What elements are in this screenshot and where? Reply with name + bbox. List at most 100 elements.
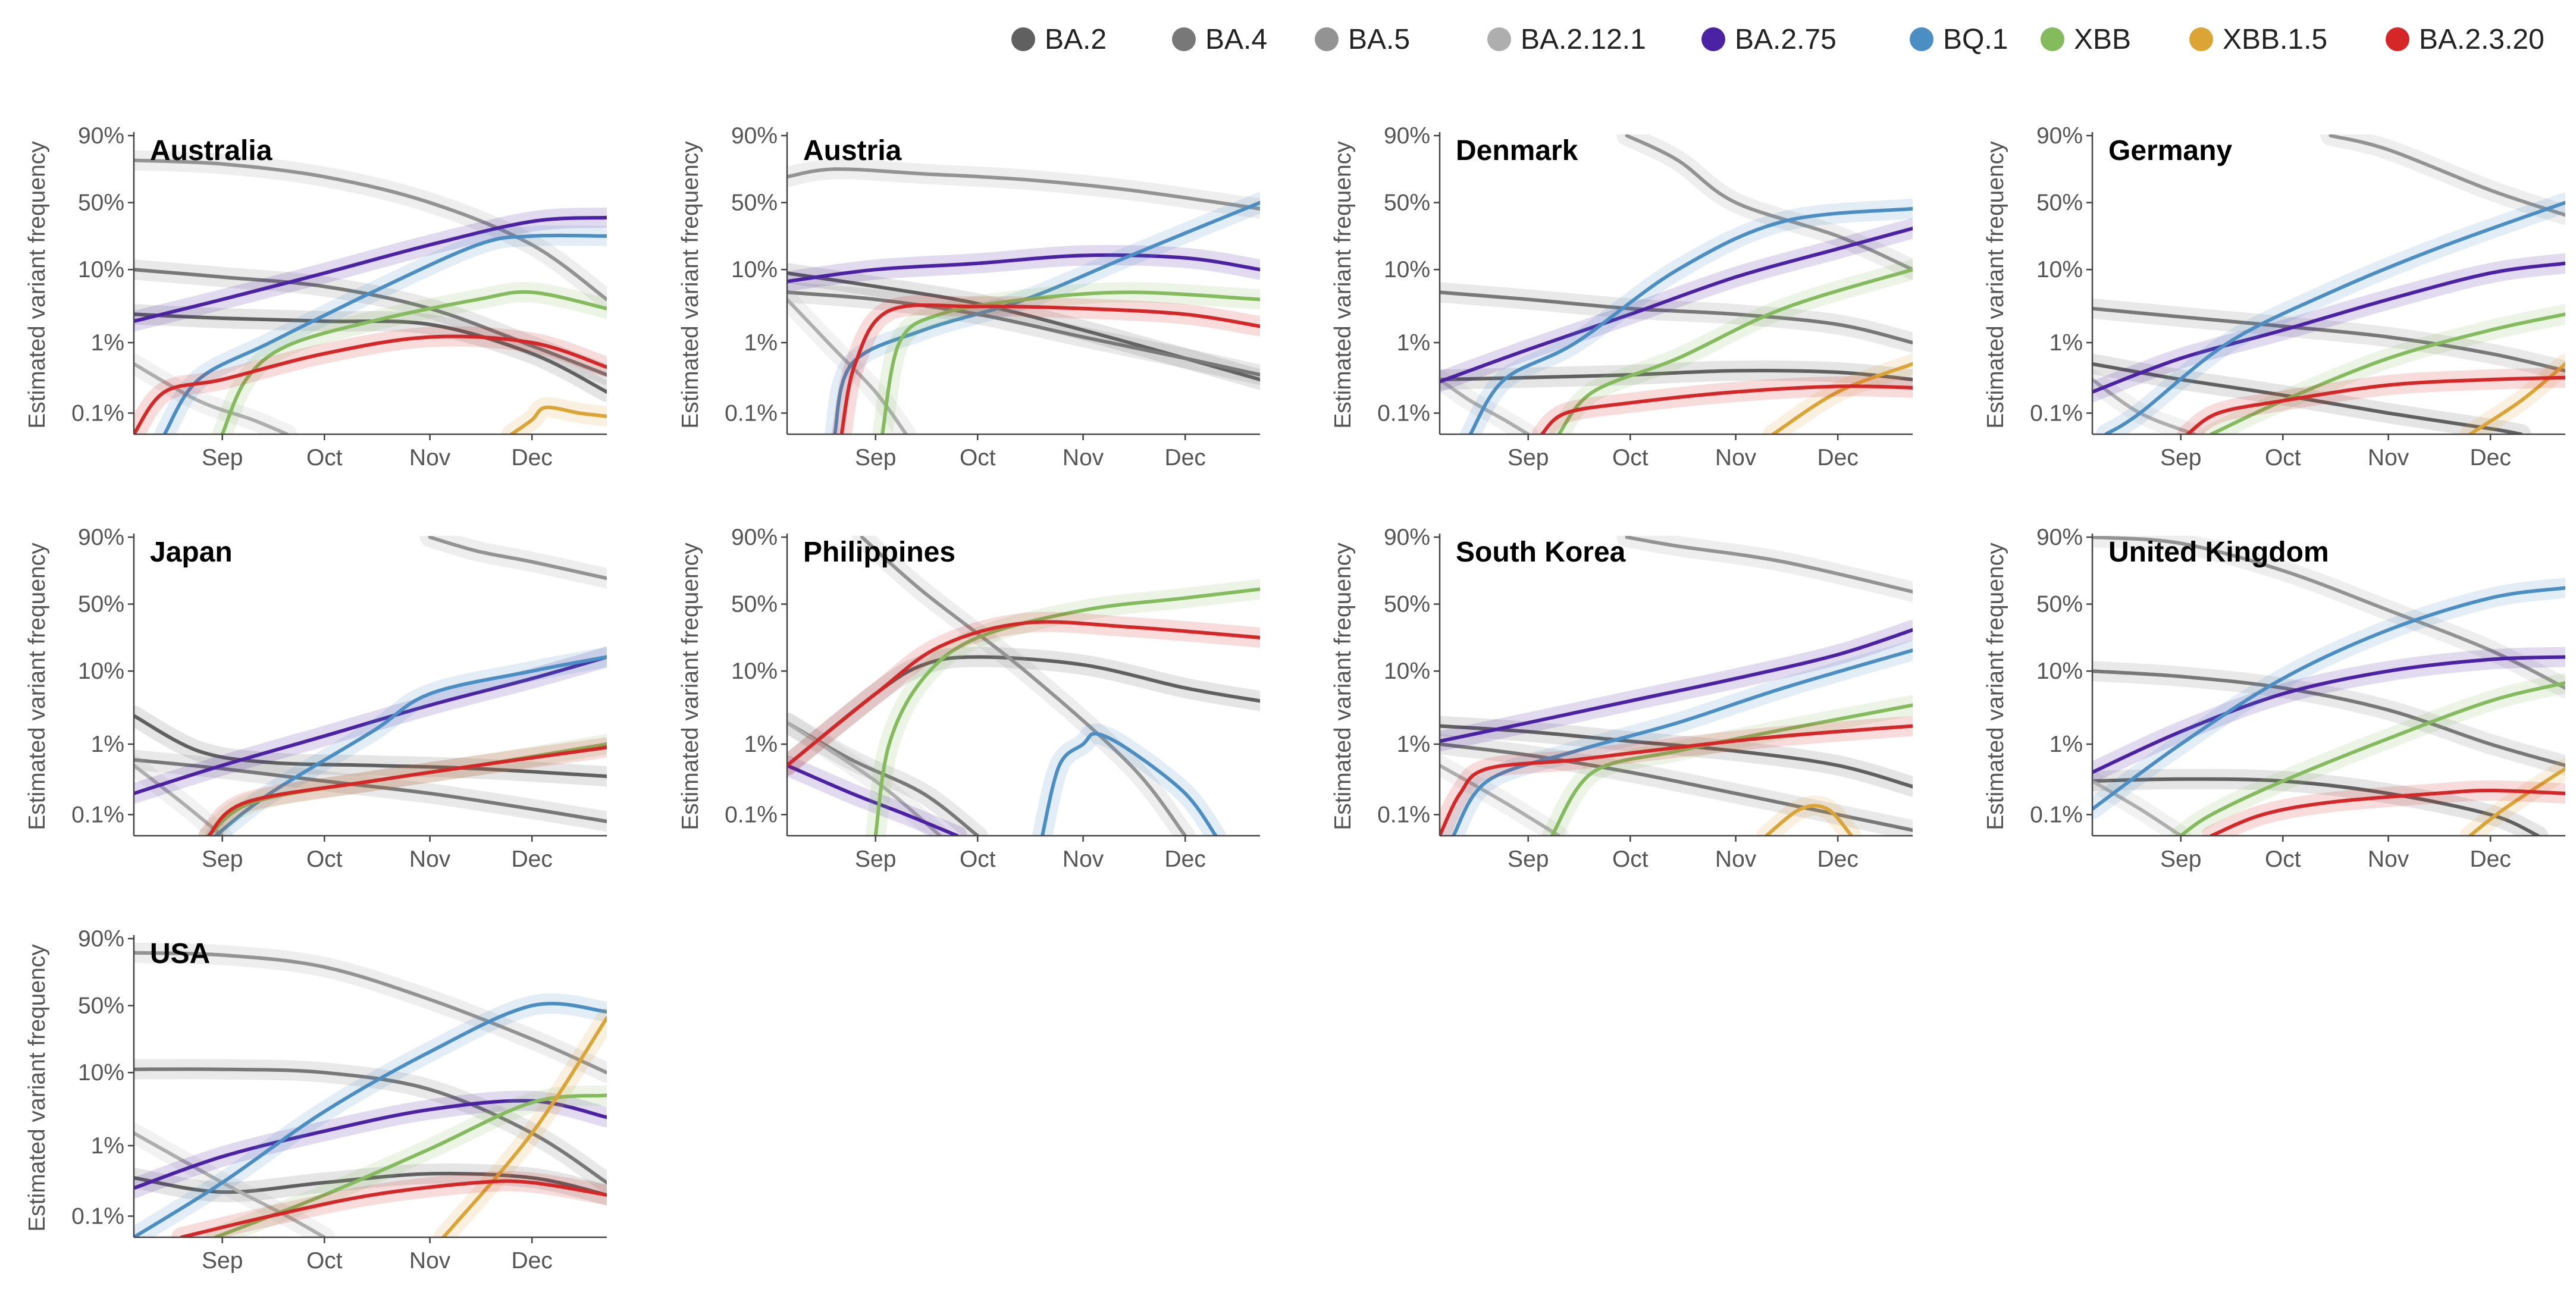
y-axis-label: Estimated variant frequency <box>24 944 50 1232</box>
line-ba-5 <box>1625 536 1913 594</box>
y-tick-label: 90% <box>78 926 124 952</box>
x-tick-label: Sep <box>202 1248 243 1274</box>
y-tick-label: 0.1% <box>2030 802 2083 827</box>
line-ba-4 <box>1440 742 1913 832</box>
x-tick-label: Nov <box>409 1248 451 1274</box>
x-tick-label: Nov <box>2368 846 2409 872</box>
line-ba-5 <box>428 536 607 581</box>
panel-usa: 90% 50% 10% 1% 0.1% Sep Oct Nov Dec Estimated var… <box>24 926 607 1274</box>
y-tick-label: 10% <box>78 1060 124 1086</box>
legend-item-ba-5: BA.5 <box>1315 24 1410 55</box>
x-tick-label: Oct <box>960 445 996 471</box>
x-tick-label: Nov <box>2368 445 2409 471</box>
y-axis-label: Estimated variant frequency <box>1983 542 2008 830</box>
line-ba-2-75 <box>1440 227 1913 384</box>
line-ba-2-12-1 <box>134 1131 327 1237</box>
legend-marker-xbb <box>2041 27 2064 51</box>
line-xbb-1-5 <box>2468 362 2565 434</box>
legend-item-xbb-1-5: XBB.1.5 <box>2189 24 2327 55</box>
panel-australia: 90% 50% 10% 1% 0.1% Sep Oct Nov Dec Estimated var… <box>24 123 607 471</box>
line-ba-5 <box>2329 134 2565 217</box>
y-axis-label: Estimated variant frequency <box>678 141 703 429</box>
line-xbb <box>2210 312 2565 434</box>
y-tick-label: 50% <box>1384 592 1430 617</box>
line-xbb-1-5 <box>509 405 607 434</box>
line-ba-2-75 <box>2092 655 2565 774</box>
x-tick-label: Oct <box>306 1248 343 1274</box>
line-bq-1 <box>1468 206 1913 434</box>
y-tick-label: 90% <box>2036 123 2083 149</box>
legend-item-ba-2: BA.2 <box>1011 24 1107 55</box>
line-xbb <box>1557 268 1913 434</box>
line-xbb-1-5 <box>1771 362 1913 434</box>
x-tick-label: Sep <box>1508 846 1549 872</box>
y-axis-label: Estimated variant frequency <box>24 542 50 830</box>
legend-item-xbb: XBB <box>2041 24 2131 55</box>
panel-germany: 90% 50% 10% 1% 0.1% Sep Oct Nov Dec Estimated var… <box>1983 123 2565 471</box>
line-ba-2 <box>2092 362 2523 434</box>
legend-label-xbb: XBB <box>2074 24 2131 55</box>
series-group <box>787 159 1260 434</box>
line-ba-5 <box>1625 134 1913 272</box>
line-ba-2-3-20 <box>839 303 1260 434</box>
line-ba-2-3-20 <box>180 1179 607 1237</box>
series-group <box>2092 134 2565 434</box>
legend-label-ba-2-3-20: BA.2.3.20 <box>2419 24 2544 55</box>
panel-title: Philippines <box>803 537 955 568</box>
y-tick-label: 1% <box>744 330 778 356</box>
panel-japan: 90% 50% 10% 1% 0.1% Sep Oct Nov Dec Estimated var… <box>24 525 607 872</box>
y-tick-label: 0.1% <box>725 400 778 426</box>
line-ba-5 <box>860 536 1187 836</box>
y-tick-label: 1% <box>744 732 778 757</box>
line-bq-1 <box>134 1002 607 1237</box>
y-tick-label: 1% <box>91 330 124 356</box>
y-tick-label: 0.1% <box>2030 400 2083 426</box>
x-tick-label: Sep <box>2160 846 2201 872</box>
y-axis-label: Estimated variant frequency <box>24 141 50 429</box>
y-tick-label: 10% <box>1384 658 1430 684</box>
x-tick-label: Nov <box>409 445 451 471</box>
line-ba-2-3-20 <box>787 620 1260 767</box>
legend-marker-xbb-1-5 <box>2189 27 2213 51</box>
y-tick-label: 10% <box>731 658 778 684</box>
y-tick-label: 1% <box>91 732 124 757</box>
legend-label-ba-2-75: BA.2.75 <box>1735 24 1837 55</box>
legend-label-ba-4: BA.4 <box>1205 24 1267 55</box>
panel-title: Denmark <box>1456 135 1578 167</box>
series-group <box>134 942 607 1237</box>
line-ba-2-75 <box>787 763 959 836</box>
x-tick-label: Sep <box>1508 445 1549 471</box>
panel-title: Austria <box>803 135 902 167</box>
line-xbb-1-5 <box>1765 804 1854 836</box>
y-axis-label: Estimated variant frequency <box>1983 141 2008 429</box>
x-tick-label: Sep <box>855 445 896 471</box>
panel-philippines: 90% 50% 10% 1% 0.1% Sep Oct Nov Dec Estimated var… <box>678 525 1260 872</box>
line-ba-4 <box>134 268 607 377</box>
x-tick-label: Sep <box>855 846 896 872</box>
legend-item-ba-4: BA.4 <box>1172 24 1267 55</box>
y-tick-label: 0.1% <box>1377 802 1430 827</box>
x-tick-label: Sep <box>202 846 243 872</box>
x-tick-label: Sep <box>202 445 243 471</box>
line-xbb <box>2179 681 2565 836</box>
series-group <box>1440 536 1913 836</box>
y-tick-label: 90% <box>731 123 778 149</box>
line-xbb-1-5 <box>441 1016 607 1237</box>
y-tick-label: 10% <box>78 257 124 283</box>
y-tick-label: 90% <box>1384 123 1430 149</box>
x-tick-label: Oct <box>1612 846 1649 872</box>
panel-united-kingdom: 90% 50% 10% 1% 0.1% Sep Oct Nov Dec Estimated var… <box>1983 525 2565 872</box>
y-tick-label: 1% <box>2049 732 2083 757</box>
x-tick-label: Dec <box>2470 445 2511 471</box>
series-group <box>1440 134 1913 434</box>
legend-item-bq-1: BQ.1 <box>1910 24 2008 55</box>
line-bq-1 <box>1451 648 1913 836</box>
line-ba-2 <box>1440 369 1913 382</box>
line-ba-2-75 <box>134 215 607 323</box>
series-group <box>787 536 1260 836</box>
legend-marker-ba-2 <box>1011 27 1035 51</box>
line-bq-1 <box>214 655 607 836</box>
line-bq-1 <box>833 200 1260 434</box>
y-tick-label: 50% <box>78 592 124 617</box>
